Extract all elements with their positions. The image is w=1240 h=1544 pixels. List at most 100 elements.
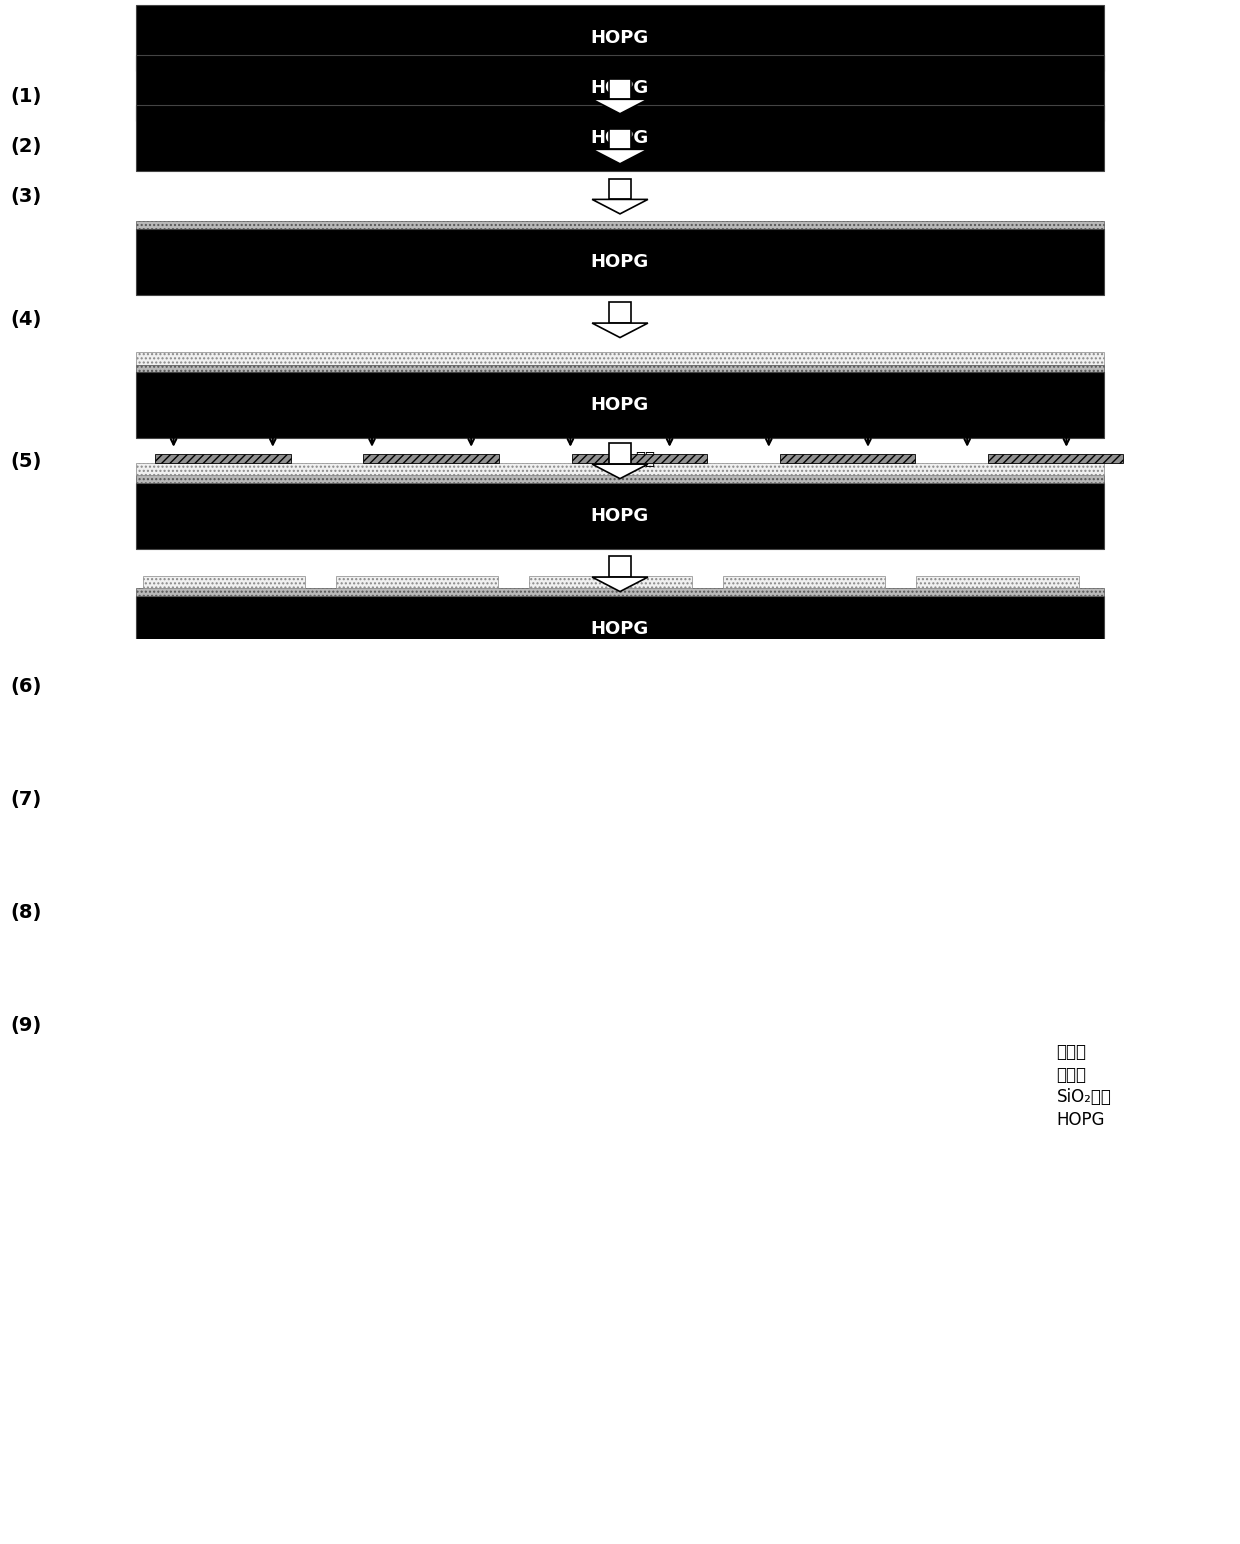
Bar [143,576,305,588]
Text: (2): (2) [10,137,41,156]
Bar [143,814,305,821]
Bar [136,352,1104,364]
Bar [1079,934,1104,950]
Bar [609,79,631,99]
Bar [609,670,631,690]
Bar [916,689,1079,701]
Bar [136,821,143,835]
Bar [143,689,305,701]
Bar [1079,1047,1104,1062]
Text: HOPG: HOPG [591,79,649,97]
Polygon shape [593,323,647,338]
Bar [498,1047,529,1062]
Bar [155,454,290,463]
Text: HOPG: HOPG [591,733,649,750]
Text: HOPG: HOPG [591,959,649,977]
Text: (4): (4) [10,310,41,329]
Bar [136,364,1104,372]
Bar [305,1047,336,1062]
Text: HOPG: HOPG [591,397,649,414]
Bar [498,934,529,950]
Bar [1079,821,1104,835]
Bar [885,934,916,950]
Polygon shape [593,916,647,931]
Polygon shape [593,465,647,479]
Bar [136,1047,1104,1113]
Text: HOPG: HOPG [591,1072,649,1090]
Bar [723,926,885,934]
Text: (9): (9) [10,1016,41,1034]
Bar [780,454,915,463]
Bar [529,801,692,814]
Text: (7): (7) [10,791,41,809]
Bar [936,1092,1042,1104]
Text: HOPG: HOPG [591,253,649,270]
Text: HOPG: HOPG [591,130,649,147]
Bar [723,814,885,821]
Bar [529,701,692,709]
Bar [136,221,1104,229]
Bar [136,56,1104,122]
Bar [916,926,1079,934]
Bar [143,801,305,814]
Text: HOPG: HOPG [1056,1112,1105,1129]
Bar [609,896,631,916]
Polygon shape [593,1028,647,1044]
Bar [529,926,692,934]
Bar [723,701,885,709]
Bar [723,576,885,588]
Bar [143,701,305,709]
Bar [916,801,1079,814]
Text: SiO₂薄膜: SiO₂薄膜 [1056,1089,1111,1107]
Bar [988,454,1123,463]
Text: HOPG: HOPG [591,619,649,638]
Bar [916,701,1079,709]
Text: 掩膜板: 掩膜板 [1056,1044,1086,1061]
Text: (1): (1) [10,86,41,105]
Bar [336,801,498,814]
Bar [336,576,498,588]
Bar [609,443,631,465]
Polygon shape [593,803,647,817]
Bar [136,934,143,950]
Bar [723,689,885,701]
Bar [136,709,1104,775]
Bar [723,801,885,814]
Bar [136,1047,143,1062]
Bar [305,821,336,835]
Bar [529,814,692,821]
Bar [572,454,707,463]
Bar [336,926,498,934]
Bar [529,576,692,588]
Bar [692,821,723,835]
Text: (8): (8) [10,903,41,922]
Text: (3): (3) [10,187,41,205]
Bar [305,934,336,950]
Bar [136,5,1104,71]
Text: (6): (6) [10,678,41,696]
Text: (5): (5) [10,451,41,471]
Bar [136,483,1104,550]
Bar [916,576,1079,588]
Polygon shape [593,99,647,114]
Bar [885,1047,916,1062]
Polygon shape [593,577,647,591]
Bar [136,105,1104,171]
Polygon shape [593,690,647,704]
Text: 光源: 光源 [635,449,655,468]
Text: 光刻胶: 光刻胶 [1056,1065,1086,1084]
Bar [336,701,498,709]
Bar [136,463,1104,476]
Text: HOPG: HOPG [591,506,649,525]
Bar [336,689,498,701]
Polygon shape [593,199,647,215]
Text: HOPG: HOPG [591,29,649,46]
Bar [936,1047,1042,1058]
Bar [692,1047,723,1062]
Bar [609,556,631,577]
Bar [136,229,1104,295]
Bar [136,372,1104,438]
Bar [609,1008,631,1028]
Bar [885,821,916,835]
Bar [136,596,1104,662]
